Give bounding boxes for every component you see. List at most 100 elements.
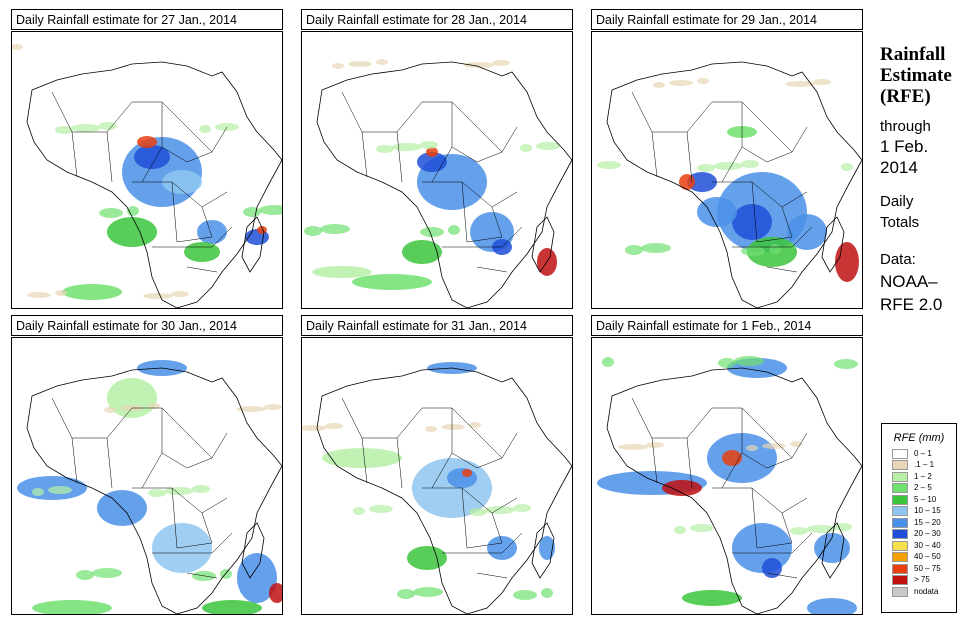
rain-area	[662, 480, 702, 496]
country-border	[396, 131, 403, 183]
rain-area	[197, 220, 227, 244]
rain-area	[397, 589, 415, 599]
country-border	[431, 452, 453, 489]
rain-area	[807, 598, 857, 614]
rain-area	[841, 163, 853, 171]
country-border	[51, 397, 188, 439]
rain-area	[236, 406, 266, 412]
rain-area	[376, 59, 388, 65]
country-border	[476, 126, 503, 153]
map-svg	[597, 356, 862, 614]
country-border	[186, 126, 213, 153]
source-line: NOAA–	[880, 272, 938, 291]
rain-area	[104, 407, 116, 413]
legend-label: 40 – 50	[914, 552, 941, 562]
legend-label: .1 – 1	[914, 460, 935, 470]
legend-swatch	[892, 552, 908, 563]
rain-area	[143, 293, 173, 299]
panel-title: Daily Rainfall estimate for 29 Jan., 201…	[591, 9, 863, 30]
country-border	[161, 102, 228, 163]
country-border	[631, 397, 768, 439]
rain-area	[741, 160, 759, 168]
rain-area	[769, 244, 781, 254]
country-border	[422, 487, 518, 514]
legend-label: nodata	[914, 586, 939, 596]
rain-area	[325, 423, 343, 429]
rain-area	[148, 403, 160, 409]
map-svg	[17, 360, 282, 614]
source-line: RFE 2.0	[880, 295, 943, 314]
country-border	[201, 512, 213, 544]
rain-area	[199, 125, 211, 133]
data-label: Data:	[880, 251, 916, 268]
rain-area	[243, 207, 261, 217]
country-border	[152, 226, 233, 248]
rain-area	[513, 504, 531, 512]
legend-label: 2 – 5	[914, 483, 932, 493]
rain-area	[741, 246, 765, 256]
country-border	[476, 432, 503, 459]
rainfall-map	[591, 31, 863, 309]
legend-label: > 75	[914, 575, 930, 585]
country-border	[71, 131, 78, 178]
rain-area	[734, 356, 764, 366]
rain-area	[413, 587, 443, 597]
rain-area	[679, 174, 695, 190]
rain-area	[48, 486, 72, 494]
country-border	[721, 452, 743, 489]
map-svg	[12, 44, 282, 308]
rain-area	[152, 523, 212, 573]
country-border	[161, 408, 228, 469]
panel-title: Daily Rainfall estimate for 27 Jan., 201…	[11, 9, 283, 30]
rain-area	[137, 136, 157, 148]
country-border	[361, 437, 368, 484]
map-svg	[304, 59, 572, 308]
country-border	[431, 146, 453, 183]
rain-area	[71, 124, 101, 132]
rain-area	[134, 145, 170, 169]
rain-area	[625, 245, 643, 255]
legend-label: 5 – 10	[914, 494, 937, 504]
madagascar-outline	[531, 522, 555, 579]
madagascar-outline	[531, 216, 555, 273]
through-label: through	[880, 118, 931, 135]
legend-label: 50 – 75	[914, 563, 941, 573]
country-border	[106, 437, 113, 489]
country-border	[461, 487, 503, 549]
rain-area	[697, 164, 715, 172]
rain-area	[447, 468, 477, 488]
country-border	[442, 532, 523, 554]
rain-area	[790, 527, 808, 535]
rain-area	[732, 523, 792, 573]
country-border	[491, 512, 503, 544]
legend-item: 50 – 75	[882, 563, 956, 575]
rain-area	[641, 243, 671, 253]
rain-area	[690, 524, 714, 532]
rain-area	[348, 61, 372, 67]
rain-area	[32, 600, 112, 614]
rain-area	[407, 546, 447, 570]
rain-area	[682, 590, 742, 606]
map-svg	[302, 362, 572, 614]
madagascar-outline	[241, 522, 265, 579]
rain-area	[92, 568, 122, 578]
panel-title: Daily Rainfall estimate for 1 Feb., 2014	[591, 315, 863, 336]
totals-label: Totals	[880, 214, 920, 231]
country-border	[751, 487, 793, 549]
rain-area	[485, 506, 515, 514]
rain-area	[420, 141, 438, 149]
country-border	[141, 146, 163, 183]
legend-item: 0 – 1	[882, 448, 956, 460]
rain-area	[148, 489, 166, 497]
rain-area	[513, 590, 537, 600]
rain-area	[448, 225, 460, 235]
rain-area	[746, 445, 758, 451]
rain-area	[62, 284, 122, 300]
country-border	[712, 181, 808, 208]
rain-area	[352, 274, 432, 290]
legend-swatch	[892, 575, 908, 586]
country-border	[631, 91, 768, 133]
country-border	[341, 397, 478, 439]
legend-label: 0 – 1	[914, 448, 932, 458]
country-border	[132, 181, 228, 208]
